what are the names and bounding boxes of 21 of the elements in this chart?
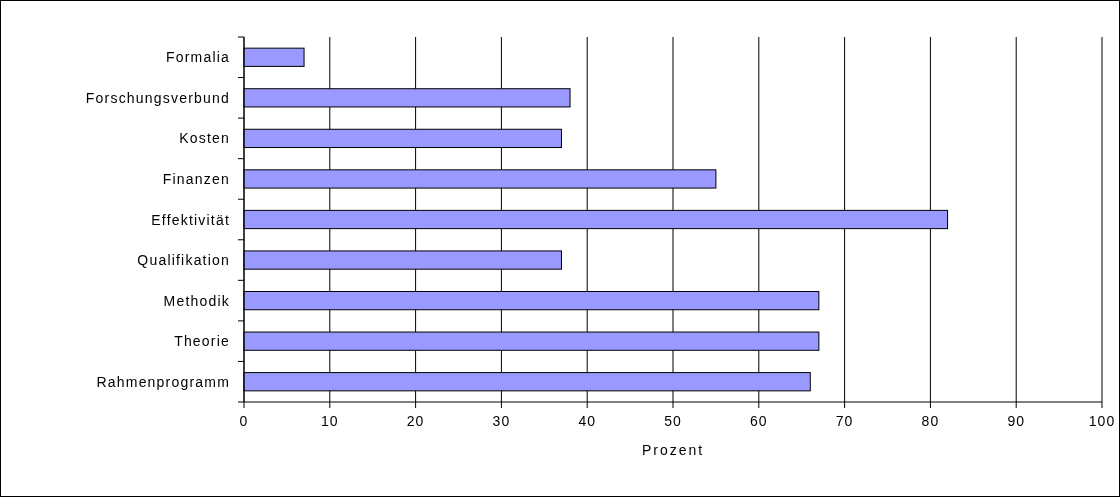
y-tick-label: Forschungsverbund <box>85 89 230 106</box>
x-tick-label: 40 <box>578 413 596 429</box>
y-tick-label: Theorie <box>174 333 230 350</box>
x-tick-label: 50 <box>664 413 682 429</box>
x-tick-label: 90 <box>1007 413 1025 429</box>
y-tick-label: Formalia <box>165 49 230 66</box>
x-tick-label: 0 <box>239 413 249 429</box>
x-tick-label: 70 <box>835 413 854 429</box>
y-tick-label: Rahmenprogramm <box>96 373 230 390</box>
y-tick-label: Kosten <box>179 130 230 147</box>
x-tick-label: 60 <box>750 413 768 429</box>
x-tick-label: 10 <box>321 413 339 429</box>
x-tick-label: 20 <box>406 413 425 429</box>
y-tick-label: Qualifikation <box>137 252 230 269</box>
y-tick-label: Methodik <box>163 292 230 309</box>
x-axis-title: Prozent <box>641 442 705 458</box>
x-tick-label: 30 <box>492 413 511 429</box>
y-tick-label: Effektivität <box>151 211 230 228</box>
x-tick-label: 100 <box>1088 413 1116 429</box>
x-tick-label: 80 <box>921 413 940 429</box>
y-tick-label: Finanzen <box>162 170 230 187</box>
